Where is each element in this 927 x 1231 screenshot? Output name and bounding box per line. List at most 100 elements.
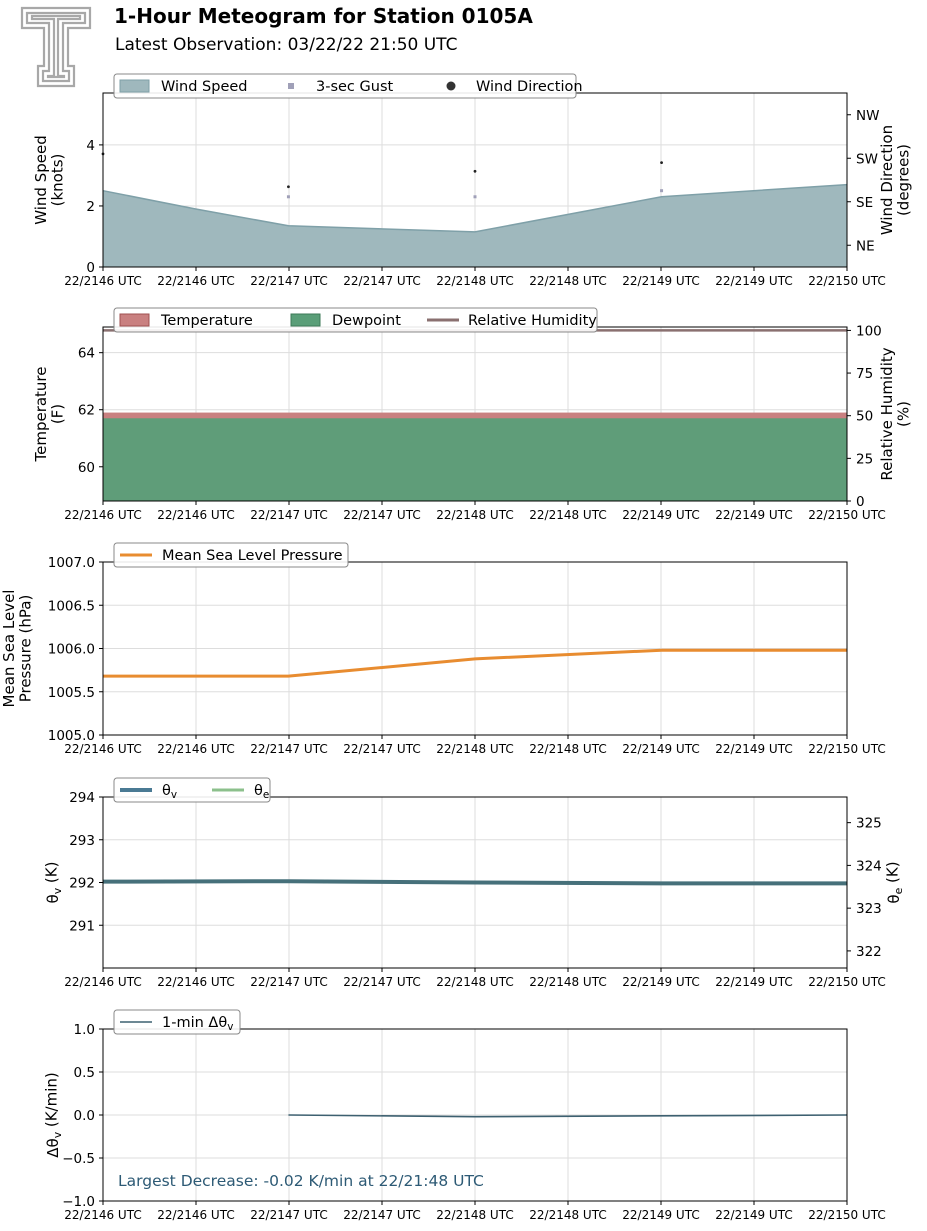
x-tick-label: 22/2146 UTC xyxy=(64,274,141,288)
y2-axis-label: Relative Humidity(%) xyxy=(878,347,913,480)
dewpoint-area xyxy=(103,418,847,501)
x-tick-label: 22/2150 UTC xyxy=(808,508,885,522)
y-tick-label: 60 xyxy=(78,460,95,476)
x-tick-label: 22/2148 UTC xyxy=(436,1208,513,1222)
y-tick-label: 1005.5 xyxy=(48,685,95,701)
y2-tick-label: SW xyxy=(856,151,878,167)
y-tick-label: 0.0 xyxy=(74,1108,95,1124)
x-tick-label: 22/2148 UTC xyxy=(436,742,513,756)
x-tick-label: 22/2148 UTC xyxy=(436,508,513,522)
legend-label: Wind Speed xyxy=(161,79,248,95)
y-axis-label: Temperature(F) xyxy=(32,366,67,462)
x-tick-label: 22/2149 UTC xyxy=(622,274,699,288)
y-tick-label: 0 xyxy=(86,260,95,276)
x-tick-label: 22/2146 UTC xyxy=(157,1208,234,1222)
x-tick-label: 22/2149 UTC xyxy=(715,975,792,989)
y-tick-label: 0.5 xyxy=(74,1065,95,1081)
y2-tick-label: SE xyxy=(856,195,873,211)
y2-tick-label: 324 xyxy=(856,858,882,874)
legend-swatch xyxy=(446,81,456,91)
x-tick-label: 22/2147 UTC xyxy=(250,975,327,989)
y-tick-label: 1.0 xyxy=(74,1022,95,1038)
x-tick-label: 22/2147 UTC xyxy=(343,1208,420,1222)
x-tick-label: 22/2146 UTC xyxy=(64,742,141,756)
latest-observation: Latest Observation: 03/22/22 21:50 UTC xyxy=(115,35,458,55)
y-tick-label: 62 xyxy=(78,403,95,419)
y2-tick-label: NW xyxy=(856,108,879,124)
y-tick-label: 1005.0 xyxy=(48,728,95,744)
y2-tick-label: 75 xyxy=(856,366,873,382)
y-axis-label: Mean Sea LevelPressure (hPa) xyxy=(0,590,34,708)
y2-tick-label: 100 xyxy=(856,323,882,339)
x-tick-label: 22/2149 UTC xyxy=(622,1208,699,1222)
x-tick-label: 22/2146 UTC xyxy=(64,975,141,989)
legend-label: Relative Humidity xyxy=(468,313,597,329)
legend-swatch xyxy=(290,313,321,327)
x-tick-label: 22/2147 UTC xyxy=(250,742,327,756)
gust-point xyxy=(473,195,477,199)
y-axis-label: θv (K) xyxy=(43,862,65,904)
y-tick-label: 1007.0 xyxy=(48,555,95,571)
page-title: 1-Hour Meteogram for Station 0105A xyxy=(114,4,533,28)
y2-tick-label: 50 xyxy=(856,409,873,425)
legend-label: 3-sec Gust xyxy=(316,79,393,95)
legend-label: Temperature xyxy=(160,313,253,329)
gust-point xyxy=(286,195,290,199)
gust-point xyxy=(660,189,664,193)
y2-axis-label: Wind Direction(degrees) xyxy=(878,125,913,235)
header: 1-Hour Meteogram for Station 0105A Lates… xyxy=(0,0,927,90)
x-tick-label: 22/2148 UTC xyxy=(436,274,513,288)
legend-box xyxy=(113,1009,241,1035)
legend-box xyxy=(113,542,349,568)
legend-label: θe xyxy=(254,783,269,801)
legend-box xyxy=(113,307,598,333)
pressure-line xyxy=(103,648,847,678)
wind-direction-point xyxy=(287,185,290,189)
y-axis-label: Δθv (K/min) xyxy=(43,1072,65,1158)
x-tick-label: 22/2146 UTC xyxy=(64,508,141,522)
legend-label: Wind Direction xyxy=(476,79,583,95)
x-tick-label: 22/2148 UTC xyxy=(529,508,606,522)
y-tick-label: −1.0 xyxy=(62,1194,95,1210)
x-tick-label: 22/2150 UTC xyxy=(808,274,885,288)
legend-box xyxy=(113,73,577,99)
y-tick-label: 293 xyxy=(69,833,95,849)
y-tick-label: 1006.5 xyxy=(48,598,95,614)
x-tick-label: 22/2147 UTC xyxy=(250,508,327,522)
wind-speed-area xyxy=(103,184,847,267)
legend-box xyxy=(113,777,271,803)
x-tick-label: 22/2149 UTC xyxy=(715,274,792,288)
x-tick-label: 22/2149 UTC xyxy=(622,742,699,756)
y2-axis-label: θe (K) xyxy=(884,861,906,903)
legend-label: Dewpoint xyxy=(332,313,401,329)
y-tick-label: 2 xyxy=(86,199,95,215)
x-tick-label: 22/2146 UTC xyxy=(157,508,234,522)
y2-tick-label: 0 xyxy=(856,494,865,510)
x-tick-label: 22/2149 UTC xyxy=(715,1208,792,1222)
x-tick-label: 22/2146 UTC xyxy=(157,975,234,989)
x-tick-label: 22/2147 UTC xyxy=(250,274,327,288)
y-tick-label: 64 xyxy=(78,346,95,362)
x-tick-label: 22/2149 UTC xyxy=(715,742,792,756)
x-tick-label: 22/2147 UTC xyxy=(343,975,420,989)
y-tick-label: 291 xyxy=(69,918,95,934)
wind-direction-point xyxy=(473,169,477,173)
x-tick-label: 22/2146 UTC xyxy=(157,274,234,288)
legend-swatch xyxy=(119,79,150,93)
x-tick-label: 22/2148 UTC xyxy=(529,742,606,756)
y2-tick-label: 322 xyxy=(856,944,882,960)
x-tick-label: 22/2147 UTC xyxy=(343,742,420,756)
texas-tech-logo-icon xyxy=(20,6,92,88)
x-tick-label: 22/2148 UTC xyxy=(529,975,606,989)
x-tick-label: 22/2150 UTC xyxy=(808,1208,885,1222)
x-tick-label: 22/2147 UTC xyxy=(343,274,420,288)
y2-tick-label: 325 xyxy=(856,816,882,832)
y-tick-label: 1006.0 xyxy=(48,642,95,658)
legend-label: Mean Sea Level Pressure xyxy=(162,548,343,564)
x-tick-label: 22/2150 UTC xyxy=(808,975,885,989)
x-tick-label: 22/2146 UTC xyxy=(157,742,234,756)
x-tick-label: 22/2148 UTC xyxy=(436,975,513,989)
x-tick-label: 22/2148 UTC xyxy=(529,1208,606,1222)
theta-v-line xyxy=(102,879,847,886)
